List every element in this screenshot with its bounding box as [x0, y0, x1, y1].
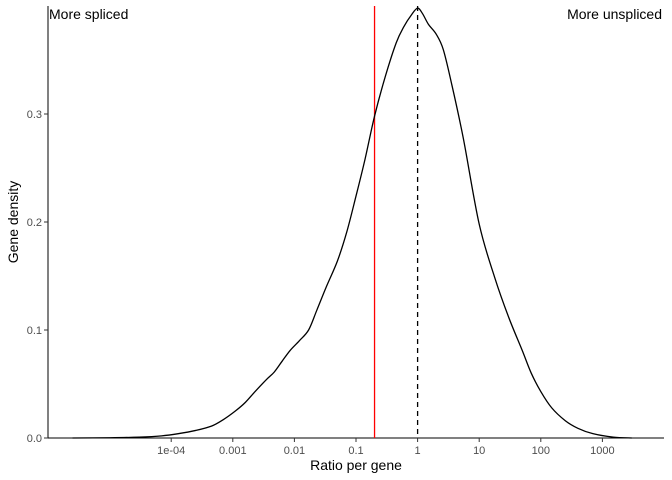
x-tick-label: 1e-04	[157, 445, 185, 457]
y-tick-label: 0.0	[27, 433, 42, 445]
x-tick-label: 0.01	[284, 445, 305, 457]
x-tick-label: 1000	[590, 445, 614, 457]
x-tick-label: 100	[532, 445, 550, 457]
x-tick-label: 0.1	[348, 445, 363, 457]
reference-lines	[373, 6, 419, 438]
y-ticks: 0.0 0.1 0.2 0.3	[27, 109, 48, 445]
y-tick-label: 0.1	[27, 325, 42, 337]
y-axis-title: Gene density	[5, 181, 21, 264]
x-tick-label: 0.001	[219, 445, 247, 457]
x-ticks: 1e-04 0.001 0.01 0.1 1 10 100 1000	[157, 438, 615, 457]
x-tick-label: 10	[473, 445, 485, 457]
annotation-more-spliced: More spliced	[49, 6, 128, 22]
axes	[47, 6, 664, 439]
density-curve	[72, 7, 632, 439]
y-tick-label: 0.3	[27, 109, 42, 121]
y-tick-label: 0.2	[27, 217, 42, 229]
x-tick-label: 1	[415, 445, 421, 457]
x-axis-title: Ratio per gene	[310, 457, 402, 473]
annotation-more-unspliced: More unspliced	[567, 6, 662, 22]
